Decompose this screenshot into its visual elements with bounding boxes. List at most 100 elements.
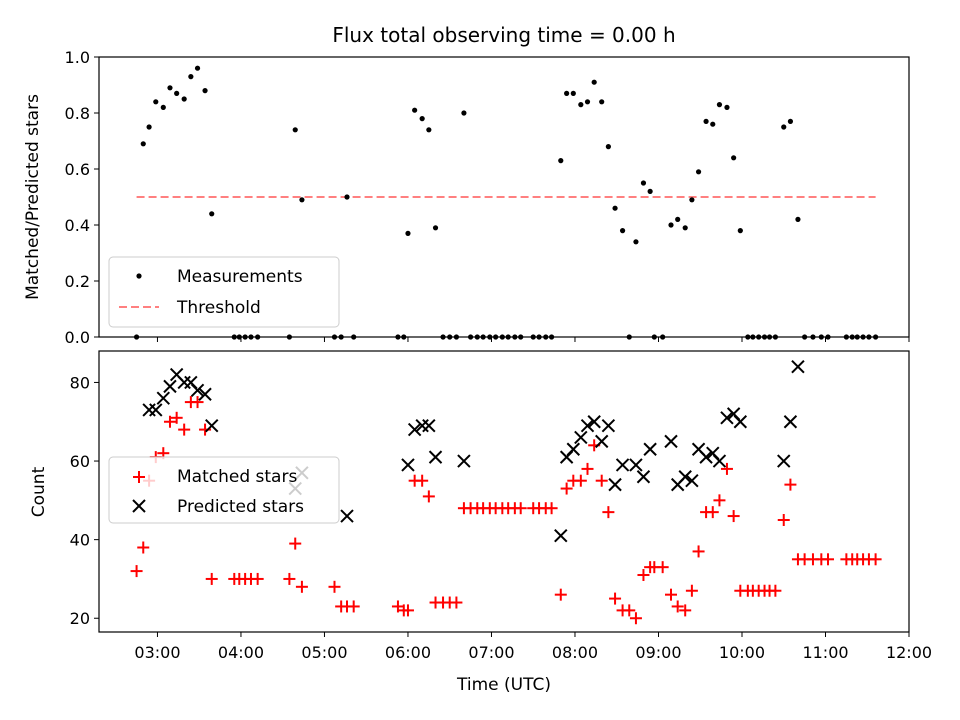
bottom-x-tick-label: 07:00: [468, 643, 514, 662]
predicted-star-point: [791, 360, 805, 374]
predicted-star-point: [733, 415, 748, 429]
measurement-point: [426, 127, 432, 133]
bottom-x-ticks: 03:00 04:00 05:00 06:00 07:00 08:00 09:00 10:00…: [134, 632, 932, 662]
predicted-star-point: [664, 434, 678, 449]
measurement-point: [140, 141, 146, 147]
measurement-point: [405, 230, 411, 236]
measurement-point: [605, 144, 611, 150]
predicted-star-point: [699, 450, 713, 464]
matched-star-point: [545, 502, 558, 515]
matched-star-point: [679, 604, 692, 617]
predicted-star-point: [554, 529, 568, 543]
matched-star-point: [199, 423, 212, 436]
measurement-point: [675, 216, 681, 222]
matched-star-point: [163, 415, 176, 428]
predicted-star-point: [685, 473, 699, 488]
matched-star-point: [629, 612, 642, 625]
bottom-y-axis-label: Count: [29, 466, 49, 517]
measurement-point: [584, 99, 591, 105]
bottom-y-tick-label: 20: [70, 609, 90, 628]
measurement-point: [292, 127, 298, 133]
predicted-star-point: [163, 379, 177, 394]
matched-star-point: [191, 396, 204, 409]
measurement-point: [640, 180, 647, 186]
bottom-y-ticks: 20 40 60 80: [70, 373, 99, 628]
measurement-point: [682, 225, 688, 231]
bottom-x-tick-label: 10:00: [719, 643, 765, 662]
matched-star-point: [205, 572, 218, 585]
predicted-star-point: [407, 422, 422, 437]
top-y-ticks: 0.0 0.2 0.4 0.6 0.8 1.0: [65, 48, 99, 347]
measurement-point: [194, 65, 201, 71]
matched-star-point: [554, 588, 567, 601]
measurement-point: [787, 118, 794, 124]
matched-star-point: [251, 572, 264, 585]
measurement-point: [412, 107, 418, 113]
bottom-legend: Matched stars Predicted stars: [108, 456, 340, 524]
matched-star-point: [685, 584, 698, 597]
predicted-star-point: [422, 418, 436, 433]
bottom-x-tick-label: 04:00: [218, 643, 264, 662]
bottom-x-tick-label: 11:00: [802, 643, 848, 662]
predicted-star-point: [777, 454, 791, 468]
bottom-legend-box: [108, 456, 340, 524]
legend-threshold-label: Threshold: [176, 298, 261, 318]
measurement-point: [181, 96, 187, 102]
predicted-star-point: [177, 375, 191, 390]
predicted-star-point: [601, 418, 616, 433]
matched-star-point: [609, 592, 622, 605]
matched-star-point: [637, 569, 650, 582]
matched-star-point: [602, 506, 615, 519]
matched-star-point: [581, 462, 594, 475]
top-axes-frame: [98, 56, 910, 338]
matched-star-point: [574, 474, 587, 487]
top-y-tick-label: 0.0: [65, 328, 90, 347]
matched-star-point: [692, 545, 705, 558]
predicted-star-point: [401, 458, 415, 472]
matched-star-point: [769, 584, 782, 597]
matched-star-point: [665, 588, 678, 601]
measurement-point: [703, 118, 709, 124]
matched-star-point: [623, 604, 636, 617]
top-x-ticks: [156, 337, 910, 342]
legend-predicted-marker: [132, 499, 146, 513]
measurement-point: [174, 90, 180, 96]
matched-star-point: [706, 506, 719, 519]
predicted-star-point: [783, 415, 798, 429]
top-y-axis-label: Matched/Predicted stars: [23, 94, 43, 300]
bottom-axes-frame: [98, 350, 910, 633]
measurement-point: [188, 74, 194, 80]
measurement-point: [167, 85, 173, 91]
measurement-point: [578, 102, 584, 108]
predicted-star-point: [712, 454, 727, 468]
measurement-point: [202, 88, 208, 94]
matched-star-point: [869, 553, 882, 566]
predicted-star-point: [190, 383, 205, 398]
measurement-point: [710, 121, 716, 127]
predicted-star-point: [198, 387, 212, 401]
bottom-x-tick-label: 09:00: [635, 643, 681, 662]
legend-matched-label: Matched stars: [177, 467, 297, 487]
predicted-star-point: [643, 442, 657, 456]
matched-star-point: [130, 565, 143, 578]
matched-star-point: [347, 600, 360, 613]
predicted-star-point: [580, 418, 595, 433]
measurement-point: [668, 222, 674, 228]
matched-star-point: [137, 541, 150, 554]
matched-star-point: [671, 600, 684, 613]
measurement-point: [724, 104, 730, 110]
top-y-tick-label: 0.2: [65, 272, 90, 291]
measurement-point: [647, 188, 653, 194]
predicted-star-point: [340, 509, 354, 523]
top-axes: 0.0 0.2 0.4 0.6 0.8 1.0 Matched/Predicted sta…: [23, 48, 910, 347]
legend-matched-marker: [133, 471, 145, 483]
measurement-point: [612, 205, 618, 211]
bottom-x-tick-label: 08:00: [552, 643, 598, 662]
bottom-y-tick-label: 60: [70, 452, 90, 471]
matched-star-point: [784, 478, 797, 491]
matched-star-point: [283, 572, 296, 585]
matched-star-point: [416, 474, 429, 487]
top-y-tick-label: 0.8: [65, 104, 90, 123]
